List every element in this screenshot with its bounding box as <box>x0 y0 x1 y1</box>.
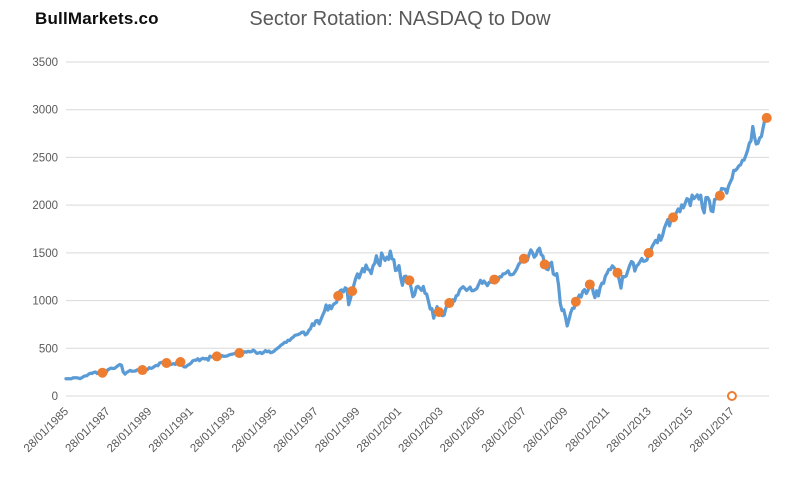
y-axis-tick-label: 0 <box>52 391 58 403</box>
rotation-dot <box>570 296 581 307</box>
y-axis-tick-label: 500 <box>39 343 58 355</box>
rotation-dot <box>518 253 529 264</box>
rotation-dot <box>404 275 415 286</box>
rotation-dot <box>761 112 772 123</box>
hollow-rotation-dot <box>726 391 737 401</box>
rotation-dot <box>489 274 500 285</box>
rotation-dot <box>433 307 444 318</box>
x-axis-tick-label: 28/01/2009 <box>521 406 570 455</box>
y-axis-tick-label: 2500 <box>32 152 58 164</box>
rotation-dot <box>539 259 550 270</box>
rotation-dot <box>347 286 358 297</box>
rotation-dot <box>137 365 148 376</box>
rotation-dot <box>211 351 222 362</box>
rotation-dot <box>714 190 725 201</box>
y-axis-tick-label: 1500 <box>32 248 58 260</box>
y-axis-tick-label: 3500 <box>32 57 58 69</box>
brand-logo: BullMarkets.co <box>35 9 159 28</box>
rotation-dot <box>668 212 679 223</box>
rotation-dot <box>444 297 455 308</box>
rotation-dot <box>161 357 172 368</box>
rotation-dot <box>234 348 245 359</box>
y-axis-tick-label: 2000 <box>32 200 58 212</box>
rotation-dot <box>97 367 108 378</box>
chart-title: Sector Rotation: NASDAQ to Dow <box>249 8 551 30</box>
rotation-dot <box>175 357 186 368</box>
x-axis-tick-label: 28/01/2017 <box>688 406 737 455</box>
y-axis-tick-label: 1000 <box>32 296 58 308</box>
y-axis-tick-label: 3000 <box>32 105 58 117</box>
rotation-dot <box>612 267 623 278</box>
rotation-dot <box>643 248 654 259</box>
rotation-dot <box>584 279 595 290</box>
rotation-dot <box>333 290 344 301</box>
